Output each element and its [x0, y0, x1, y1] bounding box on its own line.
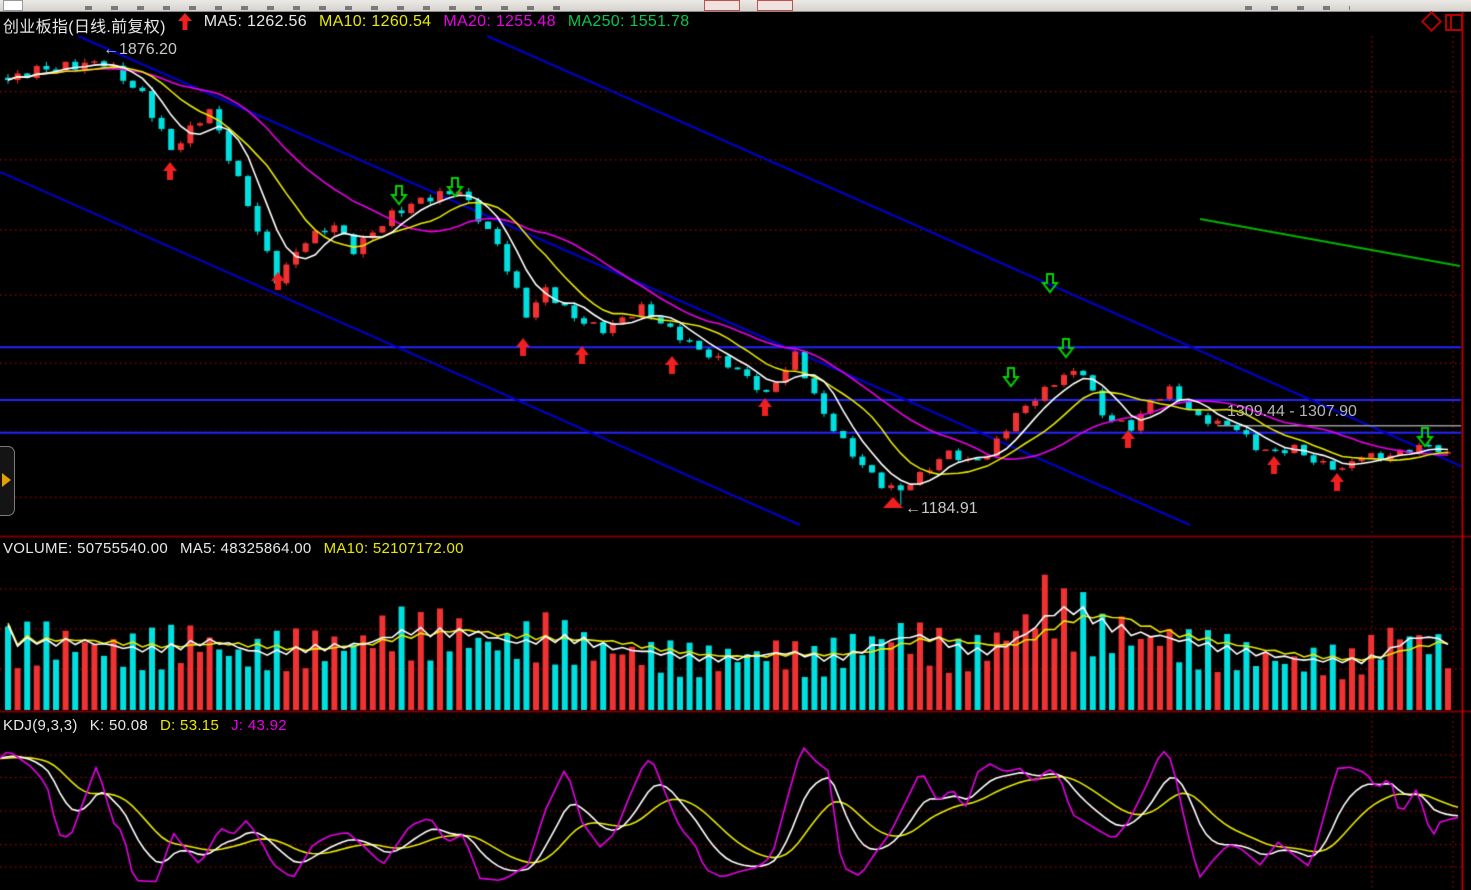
ma10-value: MA10: 1260.54	[318, 13, 432, 30]
volume-ma5-value: MA5: 48325864.00	[179, 540, 312, 557]
up-arrow-icon	[177, 13, 192, 30]
kdj-name: KDJ(9,3,3)	[3, 717, 78, 734]
low-price-label: ←1184.91	[905, 500, 978, 517]
ma20-value: MA20: 1255.48	[443, 13, 556, 30]
kdj-header: KDJ(9,3,3) K: 50.08 D: 53.15 J: 43.92	[3, 717, 287, 734]
expand-arrow-icon	[2, 473, 11, 487]
chart-header: 创业板指(日线.前复权) MA5: 1262.56 MA10: 1260.54 …	[3, 13, 689, 37]
menu-bar[interactable]	[0, 0, 1471, 12]
volume-header: VOLUME: 50755540.00 MA5: 48325864.00 MA1…	[3, 540, 464, 557]
menu-hot-button-remnant[interactable]	[757, 0, 793, 11]
window-icon[interactable]	[3, 0, 23, 11]
volume-value: VOLUME: 50755540.00	[3, 540, 168, 557]
kdj-j-value: J: 43.92	[231, 717, 287, 734]
high-price-label: ←1876.20	[103, 41, 177, 58]
ma250-value: MA250: 1551.78	[567, 13, 690, 30]
instrument-title: 创业板指(日线.前复权)	[3, 19, 166, 36]
range-info-label: 1309.44 - 1307.90	[1227, 403, 1357, 420]
kdj-k-value: K: 50.08	[89, 717, 148, 734]
menu-text-remnant	[85, 6, 565, 10]
kdj-d-value: D: 53.15	[159, 717, 220, 734]
volume-ma10-value: MA10: 52107172.00	[323, 540, 464, 557]
window-layout-icon[interactable]	[1445, 14, 1463, 31]
menu-text-remnant	[1245, 6, 1350, 10]
ma5-value: MA5: 1262.56	[203, 13, 307, 30]
menu-hot-button-remnant[interactable]	[704, 0, 740, 11]
sidebar-expand-handle[interactable]	[0, 446, 15, 516]
